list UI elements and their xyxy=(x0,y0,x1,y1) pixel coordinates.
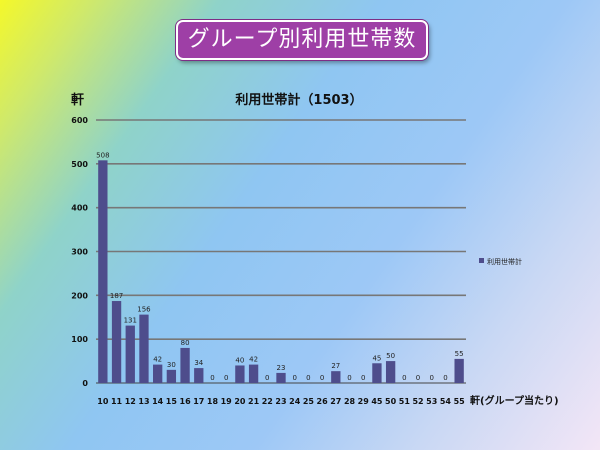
x-tick-label: 19 xyxy=(221,397,233,406)
x-tick-label: 13 xyxy=(138,397,149,406)
y-axis-label: 軒 xyxy=(71,92,84,108)
bar xyxy=(331,371,341,383)
bar xyxy=(276,372,286,383)
bar xyxy=(454,358,464,383)
bar xyxy=(98,160,108,383)
data-label: 0 xyxy=(320,374,324,382)
data-label: 0 xyxy=(430,374,434,382)
data-label: 40 xyxy=(235,356,244,364)
chart-title: 利用世帯計（1503） xyxy=(235,92,362,108)
x-tick-label: 16 xyxy=(180,397,192,406)
x-tick-label: 50 xyxy=(385,397,397,406)
x-tick-label: 11 xyxy=(111,397,123,406)
x-tick-label: 26 xyxy=(317,397,329,406)
x-tick-label: 27 xyxy=(330,397,341,406)
x-tick-label: 22 xyxy=(262,397,273,406)
data-label: 0 xyxy=(224,374,228,382)
x-tick-label: 25 xyxy=(303,397,315,406)
x-tick-label: 45 xyxy=(371,397,383,406)
data-label: 0 xyxy=(361,374,365,382)
x-tick-label: 28 xyxy=(344,397,356,406)
x-tick-label: 54 xyxy=(440,397,452,406)
data-label: 42 xyxy=(249,356,258,364)
data-label: 0 xyxy=(416,374,420,382)
data-label: 27 xyxy=(331,362,340,370)
bar xyxy=(111,301,122,383)
x-tick-label: 12 xyxy=(125,397,136,406)
data-label: 55 xyxy=(455,350,464,358)
x-tick-label: 23 xyxy=(275,397,286,406)
data-label: 80 xyxy=(181,339,190,347)
page-heading: グループ別利用世帯数 xyxy=(176,20,428,60)
bar xyxy=(194,368,204,383)
data-label: 0 xyxy=(265,374,269,382)
bar xyxy=(248,364,259,383)
x-tick-label: 17 xyxy=(193,397,204,406)
data-label: 156 xyxy=(137,306,151,314)
x-tick-label: 53 xyxy=(426,397,437,406)
grid-lines xyxy=(96,119,466,384)
bar xyxy=(139,314,149,383)
y-tick-label: 300 xyxy=(71,248,88,257)
y-axis-ticks: 0 100 200 300 400 500 600 xyxy=(71,116,88,388)
data-label: 508 xyxy=(96,151,109,159)
x-tick-label: 18 xyxy=(207,397,219,406)
x-tick-label: 52 xyxy=(412,397,423,406)
data-label: 34 xyxy=(194,359,203,367)
x-axis-label: 軒(グループ当たり) xyxy=(470,394,559,407)
bar xyxy=(372,363,382,383)
y-tick-label: 600 xyxy=(71,116,88,125)
y-tick-label: 200 xyxy=(71,291,88,300)
y-tick-label: 400 xyxy=(71,204,88,213)
x-tick-label: 14 xyxy=(152,397,164,406)
bar-series xyxy=(98,160,464,383)
y-tick-label: 0 xyxy=(82,379,88,388)
x-tick-label: 10 xyxy=(97,397,109,406)
bar xyxy=(125,325,135,383)
x-tick-label: 51 xyxy=(399,397,411,406)
data-label: 0 xyxy=(402,374,406,382)
legend-swatch xyxy=(479,258,484,263)
x-tick-label: 15 xyxy=(166,397,178,406)
y-tick-label: 500 xyxy=(71,160,88,169)
bar xyxy=(166,369,177,383)
bar xyxy=(153,364,163,383)
data-label: 0 xyxy=(347,374,351,382)
data-label: 50 xyxy=(386,352,395,360)
bar xyxy=(180,347,190,383)
legend-label: 利用世帯計 xyxy=(487,257,522,266)
x-tick-label: 20 xyxy=(234,397,246,406)
x-tick-label: 21 xyxy=(248,397,260,406)
bar xyxy=(385,361,396,383)
data-label: 23 xyxy=(277,364,286,372)
data-label: 0 xyxy=(292,374,296,382)
data-label: 187 xyxy=(110,292,123,300)
x-tick-label: 29 xyxy=(358,397,370,406)
data-label: 131 xyxy=(124,317,137,325)
data-label: 45 xyxy=(372,354,381,362)
data-label: 0 xyxy=(210,374,214,382)
x-axis-ticks: 10 11 12 13 14 15 16 17 18 19 20 21 22 23 24 25 26 27 28 29… xyxy=(97,397,465,406)
data-label: 42 xyxy=(153,356,162,364)
data-label: 0 xyxy=(306,374,310,382)
x-tick-label: 24 xyxy=(289,397,301,406)
y-tick-label: 100 xyxy=(71,335,88,344)
bar xyxy=(235,365,245,383)
x-tick-label: 55 xyxy=(454,397,466,406)
data-label: 0 xyxy=(443,374,447,382)
data-label: 30 xyxy=(167,361,176,369)
